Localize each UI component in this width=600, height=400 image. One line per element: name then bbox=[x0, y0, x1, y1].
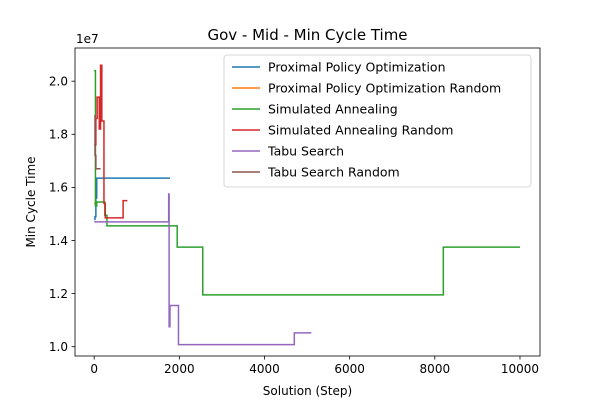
legend-entry: Simulated Annealing Random bbox=[268, 123, 453, 138]
y-axis: 1.0 1.2 1.4 1.6 1.8 2.0 bbox=[49, 74, 75, 354]
x-tick-label: 8000 bbox=[420, 362, 451, 376]
y-tick-label: 1.8 bbox=[49, 128, 68, 142]
x-tick-label: 2000 bbox=[164, 362, 195, 376]
y-offset-label: 1e7 bbox=[76, 32, 99, 46]
x-axis: 0 2000 4000 6000 8000 10000 bbox=[90, 356, 539, 376]
series-line-3 bbox=[94, 69, 520, 296]
legend-entry: Proximal Policy Optimization Random bbox=[268, 81, 501, 96]
y-tick-label: 1.0 bbox=[49, 340, 68, 354]
x-tick-label: 6000 bbox=[334, 362, 365, 376]
y-tick-label: 1.4 bbox=[49, 234, 68, 248]
x-tick-label: 0 bbox=[90, 362, 98, 376]
series-line-6 bbox=[94, 114, 101, 170]
y-tick-label: 1.6 bbox=[49, 181, 68, 195]
x-axis-label: Solution (Step) bbox=[263, 384, 352, 398]
y-tick-label: 1.2 bbox=[49, 287, 68, 301]
x-tick-label: 4000 bbox=[249, 362, 280, 376]
series-line-4 bbox=[94, 64, 128, 219]
series-line-5 bbox=[94, 193, 312, 346]
series-layer bbox=[94, 64, 520, 346]
x-tick-label: 10000 bbox=[501, 362, 539, 376]
series-line-1 bbox=[94, 177, 170, 221]
legend-entry: Simulated Annealing bbox=[268, 102, 398, 117]
legend-entry: Proximal Policy Optimization bbox=[268, 60, 446, 75]
y-tick-label: 2.0 bbox=[49, 74, 68, 88]
legend-frame bbox=[223, 54, 532, 188]
legend: Proximal Policy Optimization Proximal Pol… bbox=[223, 54, 532, 188]
legend-entry: Tabu Search Random bbox=[267, 165, 400, 180]
y-axis-label: Min Cycle Time bbox=[24, 156, 38, 247]
legend-entry: Tabu Search bbox=[267, 144, 344, 159]
plot-frame bbox=[74, 47, 541, 357]
chart-title: Gov - Mid - Min Cycle Time bbox=[207, 26, 407, 44]
